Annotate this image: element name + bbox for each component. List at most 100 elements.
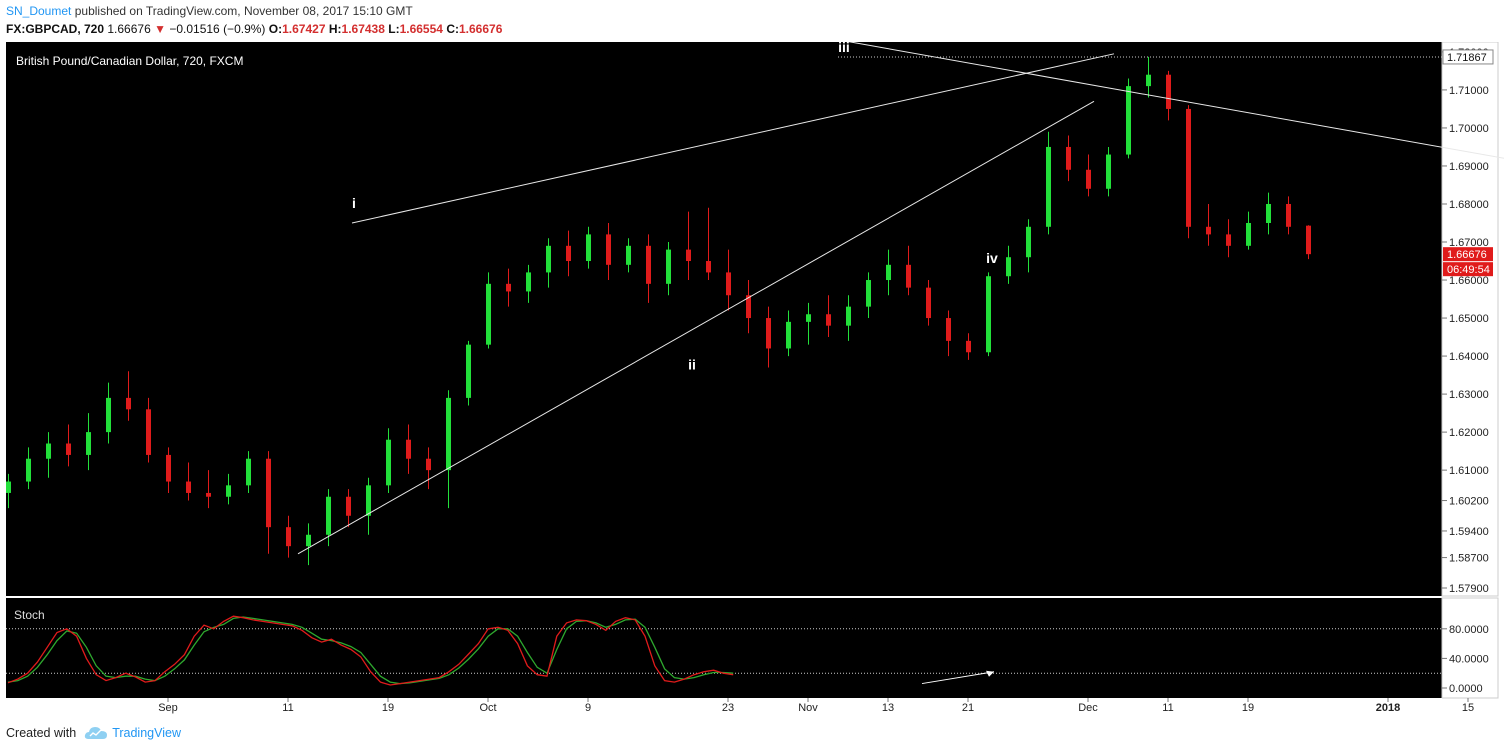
created-with-label: Created with <box>6 726 77 740</box>
wave-label: iv <box>986 250 998 266</box>
candle-up <box>1046 146 1051 227</box>
stoch-tick-label: 40.0000 <box>1449 653 1489 665</box>
candle-up <box>6 481 11 493</box>
symbol-label: FX:GBPCAD, 720 <box>6 22 105 36</box>
candle-up <box>666 249 671 284</box>
price-tick-label: 1.59400 <box>1449 526 1489 538</box>
candle-up <box>486 283 491 345</box>
high-marker-box <box>1442 49 1494 65</box>
candle-up <box>246 458 251 486</box>
price-tick-label: 1.65000 <box>1449 313 1489 325</box>
close-value: 1.66676 <box>458 22 503 36</box>
time-tick-label: 11 <box>1162 702 1173 714</box>
candle-up <box>326 496 331 535</box>
time-tick-label: Dec <box>1078 702 1098 714</box>
high-marker-label: 1.71867 <box>1447 52 1487 64</box>
wave-label: ii <box>688 356 696 372</box>
candle-down <box>286 527 291 547</box>
last-price: 1.66676 <box>107 22 151 36</box>
candle-up <box>226 485 231 497</box>
candle-up <box>26 458 31 482</box>
close-label: C: <box>446 22 459 36</box>
price-tick-label: 1.58700 <box>1449 553 1489 565</box>
candle-down <box>506 283 511 292</box>
price-tick-label: 1.70000 <box>1449 123 1489 135</box>
candle-down <box>926 287 931 319</box>
candle-down <box>606 234 611 265</box>
open-value: 1.67427 <box>282 22 326 36</box>
candle-up <box>866 280 871 307</box>
candle-down <box>266 458 271 528</box>
candle-up <box>1126 86 1131 155</box>
candle-up <box>46 443 51 459</box>
candle-down <box>1066 146 1071 170</box>
countdown-label: 06:49:54 <box>1447 264 1490 276</box>
candle-up <box>1006 257 1011 277</box>
high-value: 1.67438 <box>341 22 385 36</box>
candle-up <box>546 245 551 273</box>
candle-down <box>1306 225 1311 255</box>
candle-up <box>886 264 891 281</box>
publisher-line: SN_Doumet published on TradingView.com, … <box>6 4 413 18</box>
price-tick-label: 1.67000 <box>1449 237 1489 249</box>
candle-down <box>406 439 411 459</box>
price-tick-label: 1.63000 <box>1449 389 1489 401</box>
candle-up <box>1026 226 1031 258</box>
wave-label: i <box>352 195 356 211</box>
candle-down <box>766 318 771 349</box>
candle-down <box>826 314 831 326</box>
symbol-quote-line: FX:GBPCAD, 720 1.66676 ▼ −0.01516 (−0.9%… <box>6 22 502 36</box>
time-tick-label: 2018 <box>1376 702 1400 714</box>
high-marker: 1.71867 <box>1442 49 1494 65</box>
candle-up <box>1106 154 1111 189</box>
trendline-resistance <box>847 42 1504 159</box>
candle-up <box>846 306 851 326</box>
publisher-username[interactable]: SN_Doumet <box>6 4 72 18</box>
time-tick-label: 9 <box>585 702 591 714</box>
candle-down <box>906 264 911 288</box>
candle-down <box>686 249 691 262</box>
candle-down <box>346 496 351 516</box>
countdown-box <box>1443 262 1493 277</box>
candle-up <box>986 276 991 353</box>
chart-title: British Pound/Canadian Dollar, 720, FXCM <box>16 54 243 68</box>
low-value: 1.66554 <box>399 22 443 36</box>
candle-down <box>426 458 431 471</box>
candle-down <box>726 272 731 296</box>
price-axis[interactable] <box>1441 42 1499 597</box>
price-tick-label: 1.61000 <box>1449 465 1489 477</box>
time-tick-label: 21 <box>962 702 974 714</box>
tradingview-cloud-icon <box>85 727 108 739</box>
candle-down <box>126 397 131 410</box>
stoch-label: Stoch <box>14 608 45 622</box>
price-tick-label: 1.71000 <box>1449 85 1489 97</box>
candle-up <box>306 534 311 547</box>
time-tick-label: 19 <box>1242 702 1254 714</box>
stoch-d-line <box>7 616 734 685</box>
stoch-axis[interactable] <box>1441 597 1499 699</box>
price-tick-label: 1.64000 <box>1449 351 1489 363</box>
time-tick-label: 11 <box>282 702 293 714</box>
candle-up <box>586 234 591 262</box>
price-pane <box>6 42 1442 596</box>
stoch-k-line <box>7 615 734 686</box>
time-tick-label: 13 <box>882 702 894 714</box>
time-tick-label: Nov <box>798 702 818 714</box>
current-price-tag: 1.66676 06:49:54 <box>1443 247 1493 277</box>
footer: Created with TradingView <box>6 726 181 740</box>
stoch-arrow-line <box>921 671 995 685</box>
price-tick-label: 1.69000 <box>1449 161 1489 173</box>
candle-up <box>1246 222 1251 246</box>
time-tick-label: Oct <box>479 702 496 714</box>
candle-down <box>1206 226 1211 235</box>
candle-down <box>646 245 651 284</box>
candle-up <box>806 314 811 322</box>
candle-up <box>526 272 531 292</box>
tradingview-link[interactable]: TradingView <box>112 726 181 740</box>
chart-area[interactable]: 1.57900 1.58700 1.59400 1.60200 1.61000 1.620… <box>0 42 1504 718</box>
candle-up <box>626 245 631 265</box>
stoch-tick-label: 80.0000 <box>1449 624 1489 636</box>
time-axis[interactable] <box>6 698 1442 716</box>
candle-up <box>106 397 111 433</box>
candle-up <box>786 321 791 349</box>
